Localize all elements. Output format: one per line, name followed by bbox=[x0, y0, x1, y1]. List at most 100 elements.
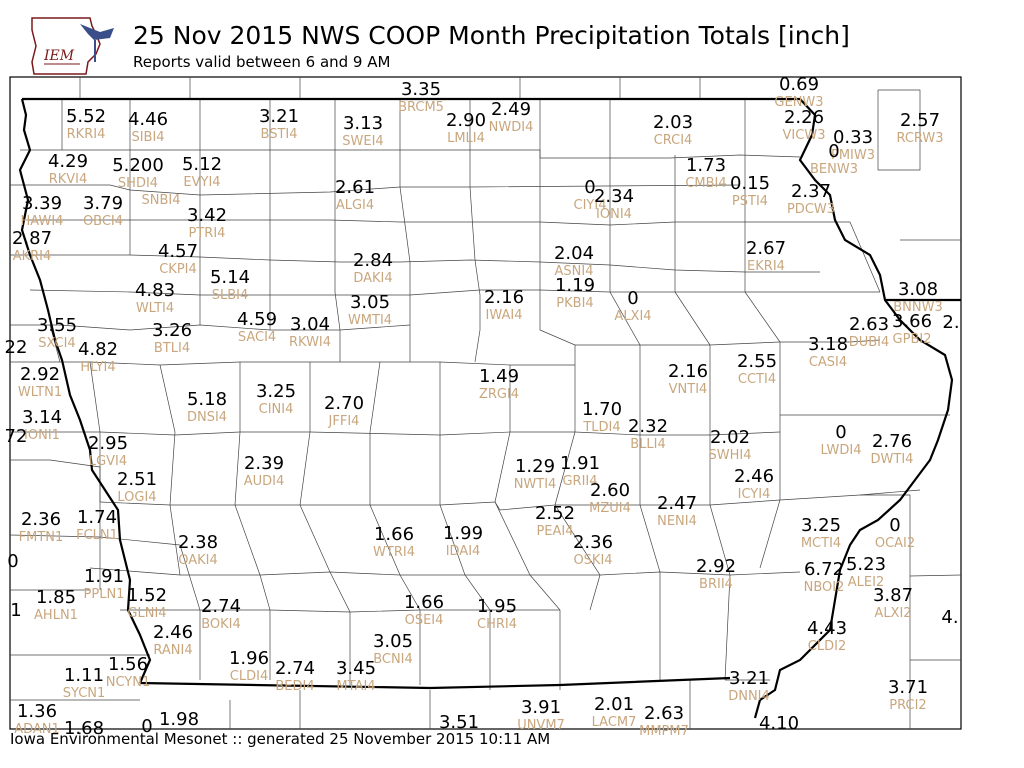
station-id: CCTI4 bbox=[738, 372, 776, 387]
precip-value: 4.59 bbox=[237, 309, 277, 330]
precip-value: 0 bbox=[889, 515, 900, 536]
station-id: CLDI4 bbox=[230, 669, 268, 684]
iowa-state-icon: IEM bbox=[31, 17, 114, 75]
precip-value: 2.34 bbox=[594, 186, 634, 207]
precip-value: 1.29 bbox=[515, 456, 555, 477]
precip-value: 3.14 bbox=[22, 407, 62, 428]
precip-value: 2.70 bbox=[324, 393, 364, 414]
iem-logo: IEM bbox=[30, 16, 116, 76]
station-id: CLDI2 bbox=[808, 639, 846, 654]
precip-value: 1.36 bbox=[17, 701, 57, 722]
station-id: BNNW3 bbox=[893, 300, 943, 315]
station-id: BENW3 bbox=[810, 162, 858, 177]
precip-value: 2.51 bbox=[117, 469, 157, 490]
precip-value: 2.49 bbox=[491, 99, 531, 120]
station-id: SIBI4 bbox=[131, 130, 164, 145]
station-id: PRCI2 bbox=[889, 698, 926, 713]
station-id: ICYI4 bbox=[738, 487, 771, 502]
precip-value: 3.91 bbox=[521, 697, 561, 718]
station-id: FMTN1 bbox=[19, 530, 64, 545]
station-id: VICW3 bbox=[783, 128, 826, 143]
precip-value: 1.99 bbox=[443, 523, 483, 544]
station-id: CIYI4 bbox=[574, 198, 607, 213]
precip-value: 1 bbox=[10, 600, 21, 621]
station-id: NCYN1 bbox=[106, 675, 151, 690]
precip-value: 2.95 bbox=[88, 433, 128, 454]
station-id: GENW3 bbox=[774, 95, 823, 110]
precip-value: 1.19 bbox=[555, 275, 595, 296]
precip-value: 0 bbox=[7, 551, 18, 572]
station-id: CHRI4 bbox=[477, 617, 517, 632]
station-id: BTLI4 bbox=[154, 341, 190, 356]
precip-value: 2.39 bbox=[244, 453, 284, 474]
station-id: SHDI4 bbox=[118, 176, 158, 191]
station-id: PSTI4 bbox=[732, 194, 768, 209]
precip-value: 1.66 bbox=[374, 524, 414, 545]
precip-value: 1.66 bbox=[404, 592, 444, 613]
precip-value: 4.46 bbox=[128, 109, 168, 130]
station-id: RKVI4 bbox=[49, 172, 88, 187]
station-id: ZRGI4 bbox=[479, 387, 519, 402]
station-id: ALGI4 bbox=[336, 198, 374, 213]
station-id: NENI4 bbox=[657, 514, 697, 529]
station-id: DUBI4 bbox=[849, 335, 890, 350]
precip-value: 3.21 bbox=[259, 106, 299, 127]
precip-value: 1.11 bbox=[64, 665, 104, 686]
precip-value: 3.05 bbox=[350, 292, 390, 313]
station-id: BRII4 bbox=[699, 577, 733, 592]
precip-value: 4.83 bbox=[135, 280, 175, 301]
precip-value: 2.76 bbox=[872, 431, 912, 452]
precip-value: 3.04 bbox=[290, 314, 330, 335]
station-id: ADAN1 bbox=[14, 722, 60, 737]
precip-value: 4.10 bbox=[759, 713, 799, 734]
precip-value: 2.26 bbox=[784, 107, 824, 128]
page-subtitle: Reports valid between 6 and 9 AM bbox=[133, 53, 391, 71]
station-id: VNTI4 bbox=[669, 382, 708, 397]
station-id: IDAI4 bbox=[446, 544, 481, 559]
station-id: WLTI4 bbox=[136, 301, 174, 316]
precip-value: 1.49 bbox=[479, 366, 519, 387]
precip-value: 2.16 bbox=[484, 287, 524, 308]
precip-value: 2.61 bbox=[335, 177, 375, 198]
station-id: ALEI2 bbox=[848, 575, 884, 590]
station-id: GPBI2 bbox=[893, 332, 932, 347]
precip-value: 0.69 bbox=[779, 74, 819, 95]
station-id: LMLI4 bbox=[447, 131, 485, 146]
station-id: HLYI4 bbox=[80, 360, 115, 375]
precip-value: 3.08 bbox=[898, 279, 938, 300]
station-id: IWAI4 bbox=[486, 308, 523, 323]
precip-value: 1.52 bbox=[127, 585, 167, 606]
logo-text: IEM bbox=[43, 48, 75, 64]
precip-value: 2. bbox=[942, 312, 959, 333]
station-id: CKPI4 bbox=[159, 262, 197, 277]
precip-value: 1.73 bbox=[686, 155, 726, 176]
station-id: SNBI4 bbox=[142, 193, 181, 208]
station-id: NBOI2 bbox=[804, 580, 845, 595]
precip-value: 1.85 bbox=[36, 587, 76, 608]
precip-value: 2.52 bbox=[535, 503, 575, 524]
precip-value: 2.36 bbox=[573, 532, 613, 553]
precip-value: 3.55 bbox=[37, 315, 77, 336]
station-id: OBCI4 bbox=[83, 214, 123, 229]
precip-value: 2.36 bbox=[21, 509, 61, 530]
precip-value: 0 bbox=[835, 422, 846, 443]
station-id: DNSI4 bbox=[187, 410, 227, 425]
precip-value: 2.46 bbox=[734, 466, 774, 487]
station-id: RKWI4 bbox=[289, 335, 331, 350]
precip-value: 3.25 bbox=[801, 515, 841, 536]
precip-value: 3.87 bbox=[873, 585, 913, 606]
precip-value: 3.71 bbox=[888, 677, 928, 698]
precip-value: 0 bbox=[141, 716, 152, 737]
precip-value: 5.23 bbox=[846, 554, 886, 575]
precip-value: 0.15 bbox=[730, 173, 770, 194]
precip-value: 3.26 bbox=[152, 320, 192, 341]
precip-value: 2.04 bbox=[554, 243, 594, 264]
precip-value: 3.13 bbox=[343, 113, 383, 134]
precip-value: 3.05 bbox=[373, 631, 413, 652]
station-id: OAKI4 bbox=[178, 553, 218, 568]
station-id: CMBI4 bbox=[685, 176, 726, 191]
station-id: ALXI2 bbox=[874, 606, 911, 621]
precip-value: 2.01 bbox=[594, 694, 634, 715]
station-id: GRII4 bbox=[562, 474, 597, 489]
